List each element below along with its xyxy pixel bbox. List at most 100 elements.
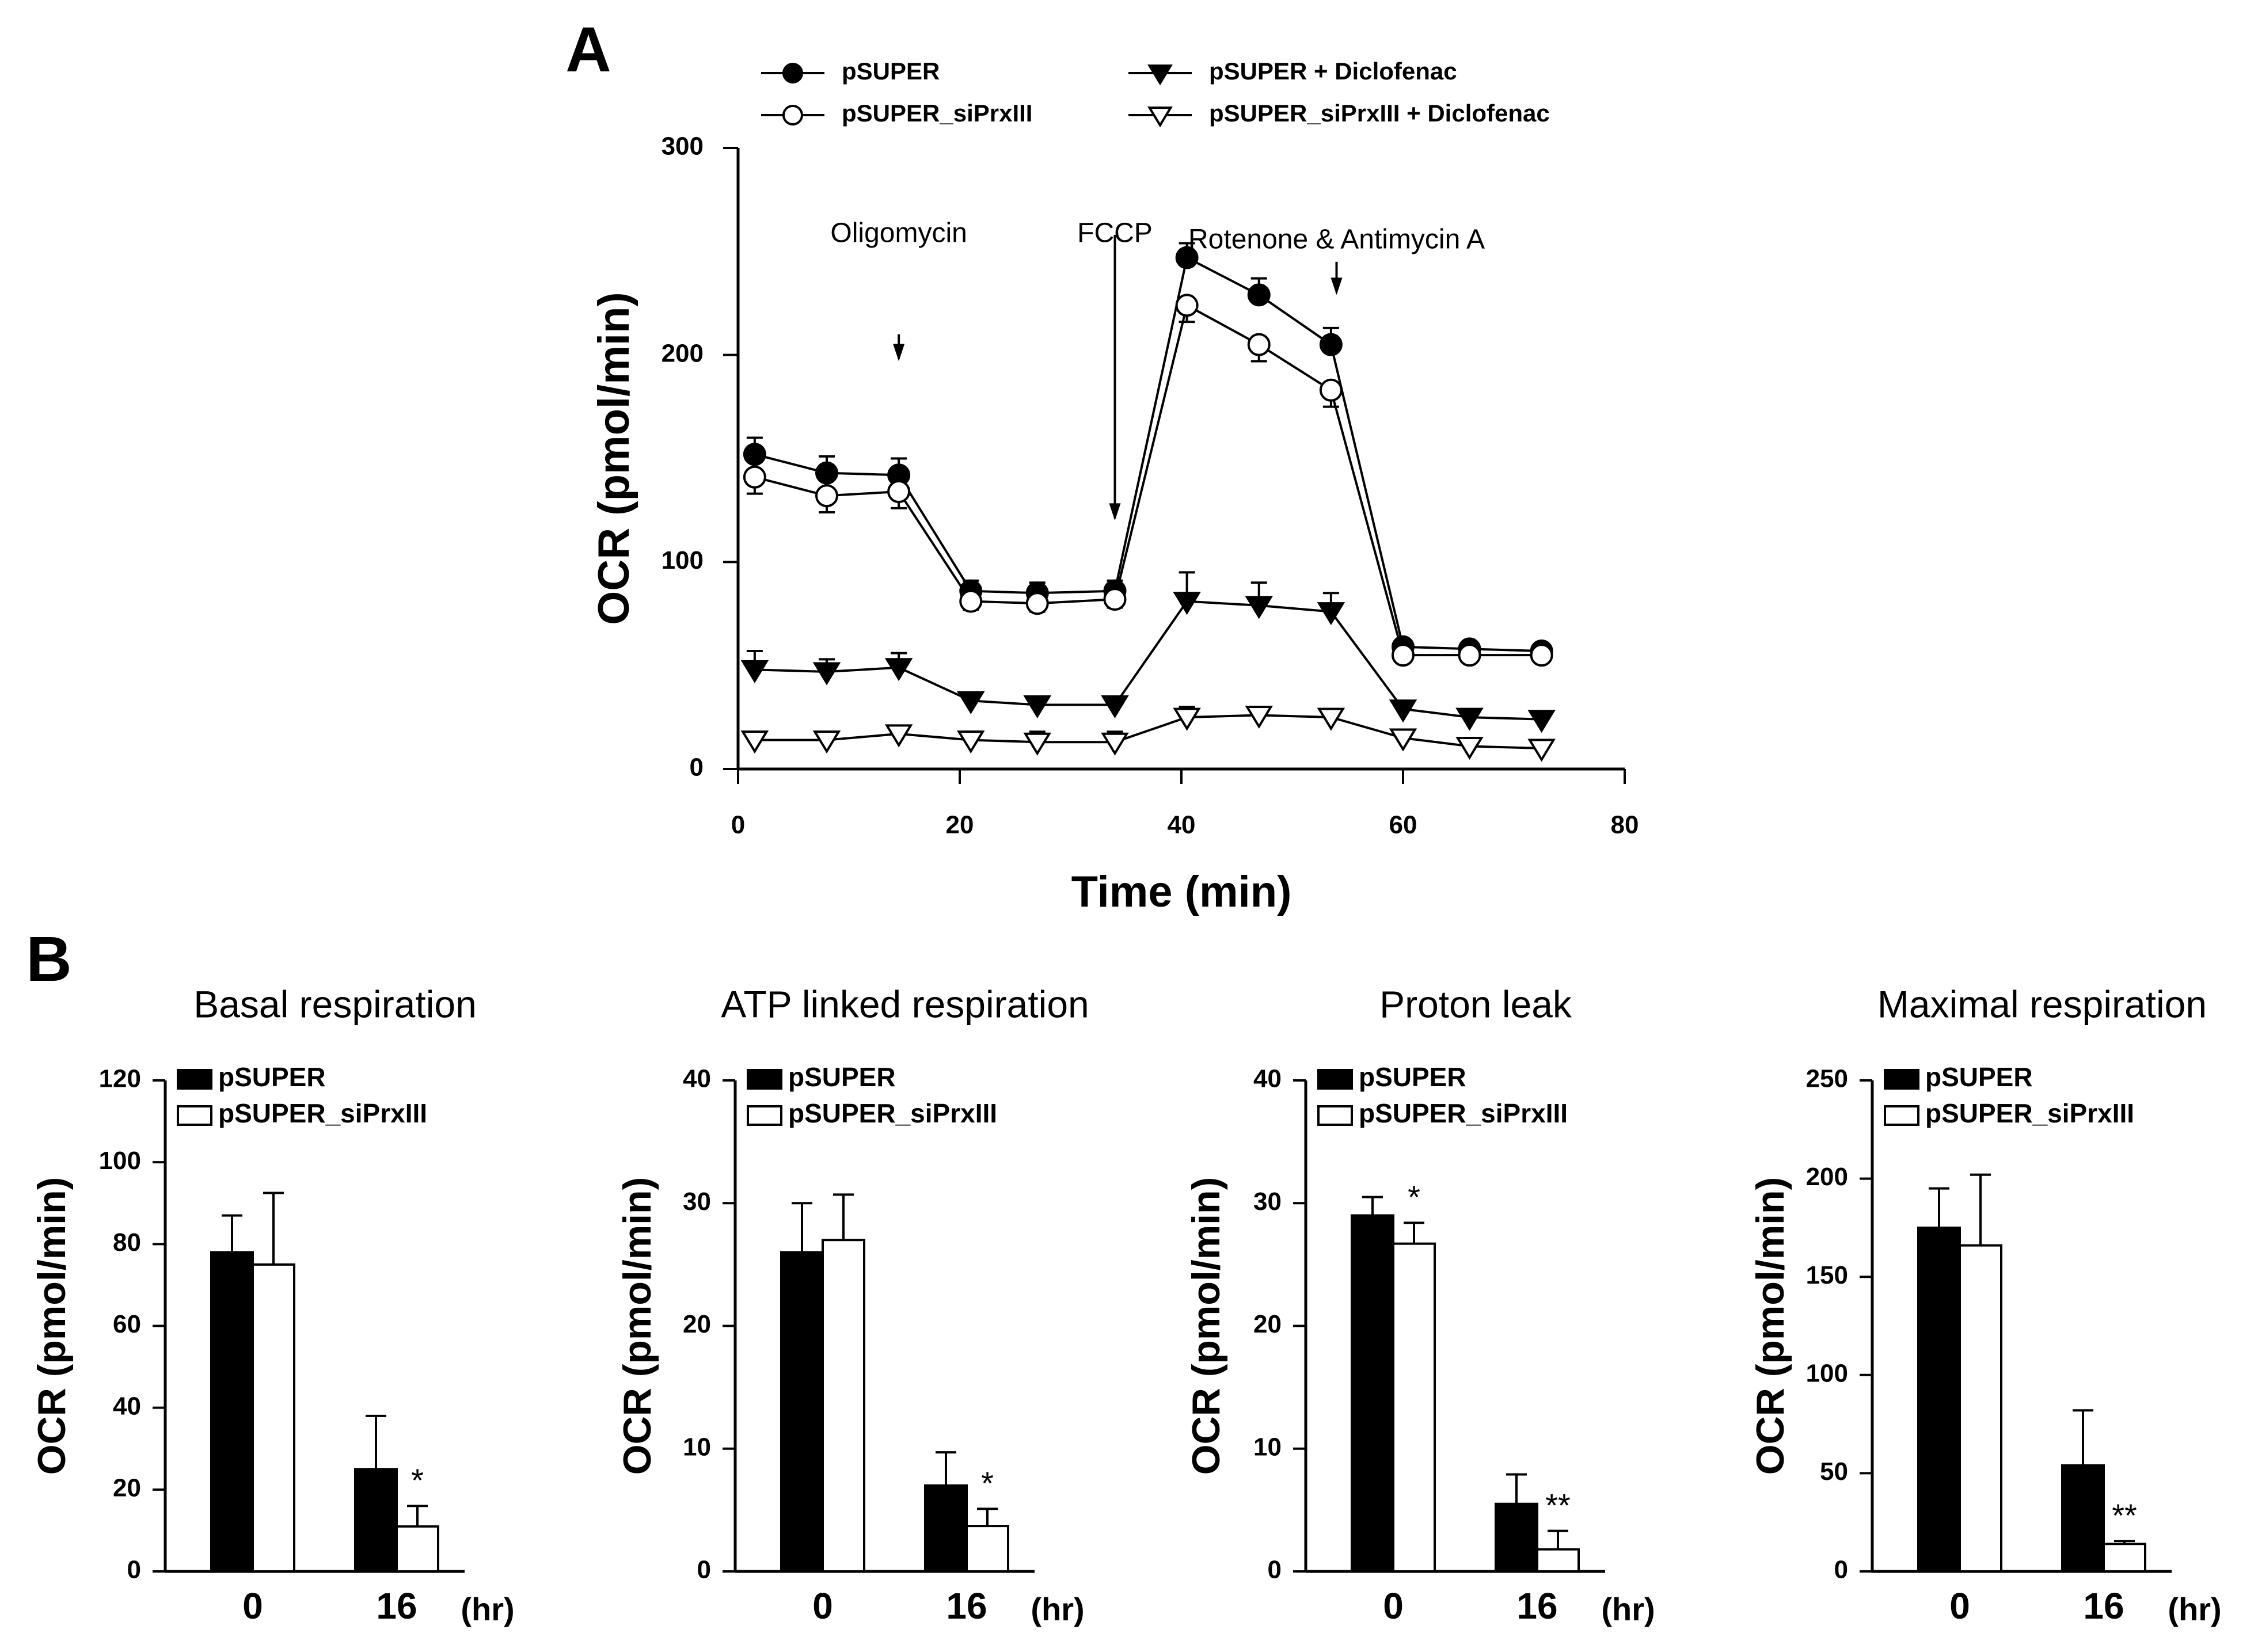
legend-label: pSUPER [788, 1062, 896, 1092]
x-unit-label: (hr) [2168, 1591, 2221, 1627]
bar [2061, 1464, 2105, 1573]
significance-marker: * [1408, 1179, 1420, 1215]
y-tick-label: 40 [1253, 1065, 1282, 1093]
data-point [1101, 732, 1129, 756]
x-category-label: 0 [1383, 1585, 1404, 1627]
data-point [1247, 333, 1271, 356]
bar-chart-title: Basal respiration [193, 983, 477, 1025]
x-tick-label: 20 [946, 811, 974, 839]
bar-panel-1: B Basal respiration 0 20 40 60 80 100 120 OCR (pm… [26, 924, 514, 1627]
bar-panel-4: Maximal respiration 0 50 100 150 200 250 OCR (p… [1748, 983, 2222, 1627]
bar [924, 1484, 968, 1573]
data-point [1103, 588, 1127, 611]
y-tick-label: 100 [662, 546, 704, 574]
significance-marker: ** [2112, 1497, 2137, 1533]
x-unit-label: (hr) [1601, 1591, 1655, 1627]
data-point [815, 461, 838, 485]
data-point [1175, 246, 1199, 269]
legend-label: pSUPER + Diclofenac [1209, 58, 1457, 85]
bar-chart-title: Maximal respiration [1877, 983, 2207, 1025]
significance-marker: * [981, 1465, 994, 1501]
legend-swatch [177, 1105, 212, 1126]
data-point [1245, 705, 1274, 729]
x-tick-label: 40 [1168, 811, 1196, 839]
significance-marker: ** [1545, 1487, 1571, 1523]
legend-swatch [747, 1069, 782, 1090]
annotation-label: Rotenone & Antimycin A [1188, 224, 1485, 255]
data-point [887, 480, 911, 504]
y-tick-label: 50 [1820, 1457, 1848, 1486]
bar [780, 1251, 824, 1573]
data-point [1173, 707, 1201, 731]
y-tick-label: 60 [113, 1310, 141, 1338]
y-tick-label: 300 [662, 132, 704, 161]
annotation-arrow-head [893, 344, 905, 361]
x-tick-label: 0 [731, 811, 745, 839]
legend-swatch [1317, 1105, 1353, 1126]
y-tick-label: 150 [1806, 1261, 1848, 1289]
bar [396, 1525, 439, 1573]
legend-swatch [747, 1105, 782, 1126]
series-line [754, 303, 1542, 657]
y-tick-label: 10 [683, 1433, 711, 1461]
bar-panel-3: Proton leak 0 10 20 30 40 OCR (pmol/min) * 0 ** 16… [1184, 983, 1655, 1627]
panel-a: A 0 100 200 300 0 20 40 60 80 Time (min) OCR (pmol/… [565, 14, 1639, 916]
data-point [1317, 707, 1345, 731]
bar-panel-2: ATP linked respiration 0 10 20 30 40 OCR (pmol… [615, 983, 1089, 1627]
data-point [1319, 333, 1343, 356]
legend-label: pSUPER_siPrxIII [1925, 1098, 2134, 1128]
data-point [1530, 644, 1553, 667]
y-tick-label: 0 [1268, 1556, 1282, 1584]
data-point [884, 724, 913, 748]
legend: pSUPER pSUPER_siPrxIII [177, 1062, 427, 1128]
y-tick-label: 20 [683, 1310, 711, 1338]
x-category-label: 0 [1949, 1585, 1970, 1627]
data-point [1392, 644, 1415, 667]
legend: pSUPER pSUPER_siPrxIII [747, 1062, 997, 1128]
bar-chart-title: ATP linked respiration [721, 983, 1089, 1025]
data-point [812, 662, 841, 686]
legend-swatch [1884, 1105, 1919, 1126]
y-tick-label: 200 [662, 339, 704, 367]
data-point [815, 484, 838, 508]
legend-swatch [1317, 1069, 1353, 1090]
y-axis-title: OCR (pmol/min) [615, 1177, 659, 1475]
y-tick-label: 0 [1834, 1556, 1848, 1584]
series-line [754, 600, 1542, 721]
legend-label: pSUPER_siPrxIII [218, 1098, 427, 1128]
y-tick-label: 30 [683, 1187, 711, 1216]
annotation-arrow-head [1331, 277, 1343, 295]
series-line [754, 714, 1542, 750]
y-tick-label: 30 [1253, 1187, 1282, 1216]
data-point [1247, 283, 1271, 307]
y-tick-label: 0 [690, 753, 704, 782]
x-category-label: 0 [812, 1585, 833, 1627]
legend-label: pSUPER_siPrxIII [842, 100, 1032, 127]
annotation-arrow-head [1109, 503, 1121, 521]
bar [965, 1525, 1009, 1573]
x-tick-label: 80 [1611, 811, 1639, 839]
data-point [743, 465, 766, 489]
data-point [959, 589, 983, 613]
legend-swatch [1884, 1069, 1919, 1090]
bar [1536, 1548, 1580, 1573]
data-point [1389, 699, 1417, 723]
y-tick-label: 10 [1253, 1433, 1282, 1461]
legend: pSUPER pSUPER_siPrxIII [1884, 1062, 2134, 1128]
y-axis-title: OCR (pmol/min) [1748, 1177, 1792, 1475]
bar [1959, 1244, 2002, 1573]
legend-label: pSUPER [218, 1062, 326, 1092]
data-point [740, 660, 769, 683]
legend-swatch [177, 1069, 212, 1090]
series-psuper-diclofenac [740, 571, 1556, 733]
data-point [1245, 596, 1274, 619]
x-category-label: 16 [1516, 1585, 1557, 1627]
legend-label: pSUPER [1359, 1062, 1466, 1092]
y-tick-label: 100 [1806, 1359, 1848, 1387]
series-psuper-siprxiii-diclofenac [740, 705, 1556, 762]
data-point [1173, 592, 1201, 615]
panel-label-b: B [26, 924, 71, 995]
data-point [1025, 592, 1049, 615]
data-point [1527, 710, 1556, 733]
series-line [754, 256, 1542, 652]
